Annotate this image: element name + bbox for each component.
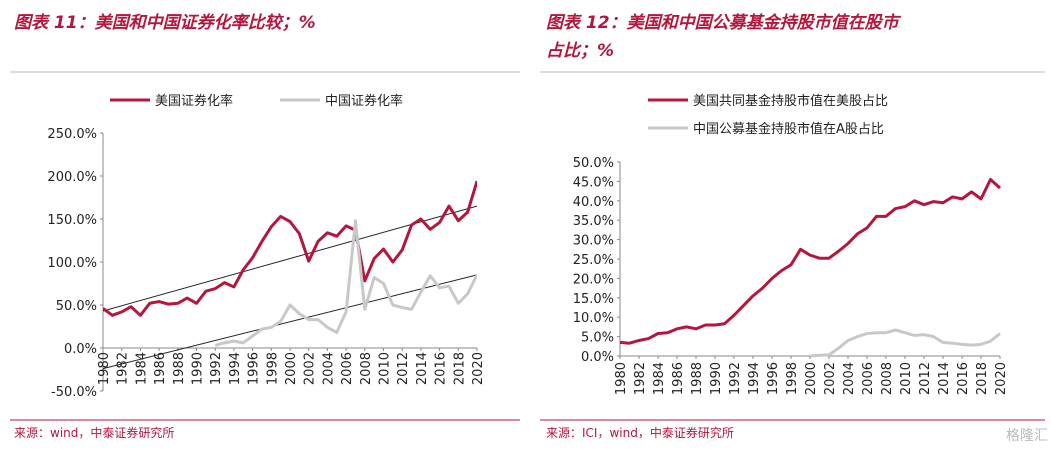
y-tick-label: 50.0%	[56, 299, 97, 314]
x-tick-label: 2008	[880, 362, 895, 395]
x-tick-label: 2014	[415, 352, 430, 385]
x-tick-label: 1994	[228, 352, 243, 385]
legend-label: 中国证券化率	[325, 93, 403, 109]
x-tick-label: 1998	[265, 352, 280, 385]
x-tick-label: 2004	[321, 352, 336, 385]
x-tick-label: 2006	[340, 352, 355, 385]
y-tick-label: 5.0%	[581, 331, 614, 346]
x-tick-label: 2012	[396, 352, 411, 385]
x-tick-label: 1994	[747, 362, 762, 395]
x-tick-label: 1980	[614, 362, 629, 395]
y-tick-label: 25.0%	[573, 253, 614, 268]
x-tick-label: 1986	[671, 362, 686, 395]
x-tick-label: 1996	[766, 362, 781, 395]
legend-label: 美国证券化率	[155, 93, 233, 109]
x-tick-label: 2000	[804, 362, 819, 395]
chart-title: 图表 12：美国和中国公募基金持股市值在股市占比；%	[546, 13, 902, 61]
x-tick-label: 1982	[633, 362, 648, 395]
y-tick-label: 40.0%	[573, 195, 614, 210]
x-tick-label: 2010	[378, 352, 393, 385]
y-tick-label: 20.0%	[573, 272, 614, 287]
y-tick-label: 30.0%	[573, 234, 614, 249]
y-tick-label: 15.0%	[573, 292, 614, 307]
y-tick-label: 35.0%	[573, 214, 614, 229]
y-tick-label: 200.0%	[47, 170, 97, 185]
x-tick-label: 2008	[359, 352, 374, 385]
x-tick-label: 2014	[937, 362, 952, 395]
x-tick-label: 1984	[134, 352, 149, 385]
watermark: 格隆汇	[1006, 428, 1048, 444]
x-tick-label: 1992	[728, 362, 743, 395]
title-line: 占比；%	[546, 41, 614, 61]
x-tick-label: 2018	[452, 352, 467, 385]
series-line	[619, 177, 1002, 345]
x-tick-label: 1988	[172, 352, 187, 385]
x-tick-label: 2010	[899, 362, 914, 395]
plot	[619, 177, 1002, 358]
x-tick-label: 1990	[191, 352, 206, 385]
x-tick-label: 2006	[861, 362, 876, 395]
y-tick-label: 45.0%	[573, 175, 614, 190]
trendline	[103, 274, 477, 370]
x-tick-label: 2004	[842, 362, 857, 395]
series-line	[809, 328, 1001, 358]
x-tick-label: 1986	[153, 352, 168, 385]
x-tick-label: 1984	[652, 362, 667, 395]
legend-label: 美国共同基金持股市值在美股占比	[693, 93, 888, 109]
x-tick-label: 1996	[247, 352, 262, 385]
x-tick-label: 1992	[209, 352, 224, 385]
title-line: 图表 12：美国和中国公募基金持股市值在股市	[546, 13, 902, 33]
y-tick-label: 50.0%	[573, 156, 614, 171]
x-tick-label: 1982	[116, 352, 131, 385]
x-tick-label: 2002	[823, 362, 838, 395]
x-tick-label: 2018	[975, 362, 990, 395]
plot	[103, 180, 477, 370]
x-tick-label: 1998	[785, 362, 800, 395]
y-tick-label: 150.0%	[47, 213, 97, 228]
x-tick-label: 2020	[994, 362, 1009, 395]
x-tick-label: 1990	[709, 362, 724, 395]
chart-title: 图表 11：美国和中国证券化率比较；%	[14, 13, 316, 33]
series-line	[103, 180, 477, 317]
y-tick-label: 10.0%	[573, 311, 614, 326]
y-tick-label: 0.0%	[581, 350, 614, 365]
x-tick-label: 2020	[471, 352, 486, 385]
y-tick-label: -50.0%	[51, 385, 97, 400]
x-tick-label: 2016	[434, 352, 449, 385]
x-tick-label: 2016	[956, 362, 971, 395]
series-line	[214, 219, 477, 347]
y-tick-label: 0.0%	[64, 342, 97, 357]
x-tick-label: 1988	[690, 362, 705, 395]
x-tick-label: 2012	[918, 362, 933, 395]
y-tick-label: 250.0%	[47, 127, 97, 142]
source: 来源：ICI，wind，中泰证券研究所	[546, 425, 734, 440]
y-tick-label: 100.0%	[47, 256, 97, 271]
x-tick-label: 2000	[284, 352, 299, 385]
source: 来源：wind，中泰证券研究所	[14, 425, 174, 440]
x-tick-label: 2002	[303, 352, 318, 385]
legend-label: 中国公募基金持股市值在A股占比	[693, 121, 884, 137]
